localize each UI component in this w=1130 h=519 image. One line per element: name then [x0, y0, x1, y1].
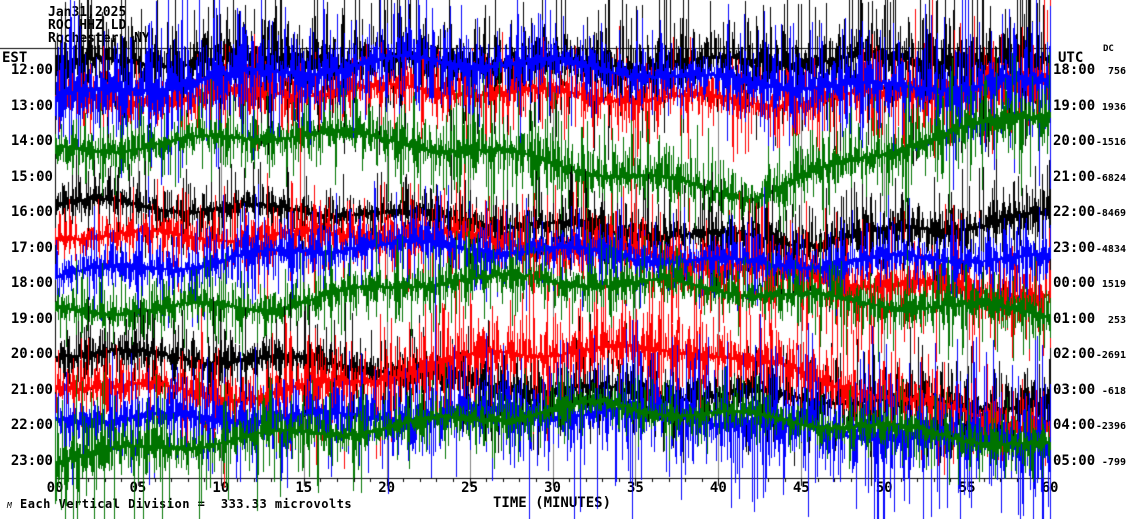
est-label: 15:00 [10, 168, 53, 185]
est-label: 18:00 [10, 275, 53, 291]
dc-value: 1519 [1101, 279, 1126, 290]
dc-value: -618 [1101, 385, 1126, 397]
x-tick-label: 60 [1041, 480, 1059, 496]
utc-label: 22:00 [1053, 204, 1096, 220]
utc-label: 01:00 [1053, 310, 1096, 327]
utc-label: 18:00 [1053, 62, 1096, 78]
est-label: 13:00 [10, 97, 53, 114]
utc-label: 23:00 [1053, 239, 1096, 256]
x-tick-label: 55 [958, 480, 976, 496]
est-label: 20:00 [10, 346, 53, 362]
est-label: 12:00 [10, 62, 53, 78]
x-tick-label: 30 [544, 480, 561, 496]
dc-value: 756 [1107, 66, 1126, 77]
dc-value: -4834 [1095, 243, 1126, 255]
dc-value: -799 [1101, 456, 1126, 468]
x-tick-label: 00 [46, 480, 64, 496]
x-tick-label: 15 [295, 480, 313, 496]
x-tick-label: 35 [626, 480, 644, 496]
dc-value: -2691 [1095, 350, 1126, 361]
utc-label: 04:00 [1053, 417, 1096, 433]
est-label: 21:00 [10, 381, 53, 398]
est-label: 16:00 [10, 204, 53, 220]
dc-column-title: DC [1103, 44, 1114, 54]
x-tick-label: 50 [875, 480, 893, 496]
utc-label: 03:00 [1053, 381, 1096, 398]
dc-value: -2396 [1095, 421, 1126, 432]
utc-label: 02:00 [1053, 346, 1096, 362]
x-tick-label: 05 [129, 480, 147, 496]
dc-value: 253 [1107, 314, 1126, 326]
est-label: 19:00 [10, 310, 53, 327]
utc-label: 21:00 [1053, 168, 1096, 185]
utc-label: 05:00 [1053, 452, 1096, 469]
x-tick-label: 25 [461, 480, 479, 496]
utc-label: 00:00 [1053, 275, 1096, 291]
x-tick-label: 10 [212, 480, 230, 496]
x-tick-label: 45 [792, 480, 810, 496]
x-axis-title: TIME (MINUTES) [492, 495, 612, 511]
dc-value: -1516 [1095, 137, 1126, 148]
watermark-glyph: M [7, 501, 12, 510]
dc-value: -6824 [1095, 172, 1126, 184]
dc-value: 1936 [1101, 101, 1126, 113]
est-label: 23:00 [10, 452, 53, 469]
x-tick-label: 40 [709, 480, 727, 496]
dc-value: -8469 [1095, 208, 1126, 219]
est-label: 14:00 [10, 133, 53, 149]
utc-label: 20:00 [1053, 133, 1096, 149]
est-label: 22:00 [10, 417, 53, 433]
x-tick-label: 20 [378, 480, 396, 496]
station-location: Rochester, NY [48, 31, 150, 46]
scale-note: Each Vertical Division = 333.33 microvol… [20, 497, 353, 511]
utc-label: 19:00 [1053, 97, 1096, 114]
est-label: 17:00 [10, 239, 53, 256]
